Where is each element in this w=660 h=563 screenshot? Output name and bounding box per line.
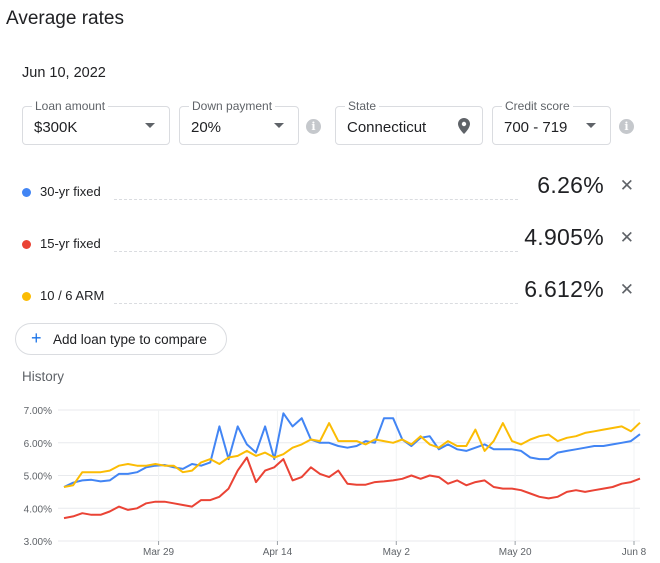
rate-label: 10 / 6 ARM (40, 288, 105, 303)
x-tick-label: Apr 14 (263, 547, 293, 558)
legend-dot-blue (22, 188, 31, 197)
loan-amount-dropdown[interactable]: Loan amount $300K (22, 99, 170, 145)
series-line-2 (63, 421, 641, 488)
y-tick-label: 6.00% (24, 439, 52, 450)
state-label: State (345, 99, 380, 113)
x-tick-label: Mar 29 (143, 547, 175, 558)
y-tick-label: 5.00% (24, 472, 52, 483)
down-payment-label: Down payment (189, 99, 276, 113)
close-icon[interactable]: ✕ (619, 228, 634, 247)
series-line-1 (63, 456, 641, 520)
x-tick-label: Jun 8 (622, 547, 647, 558)
x-tick-label: May 2 (383, 547, 411, 558)
credit-score-value: 700 - 719 (504, 119, 568, 136)
rate-label: 15-yr fixed (40, 236, 101, 251)
divider (114, 303, 518, 304)
state-value: Connecticut (347, 119, 427, 136)
location-pin-icon[interactable] (458, 118, 470, 139)
rate-value: 6.26% (537, 172, 604, 198)
y-tick-label: 7.00% (24, 406, 52, 417)
y-tick-label: 3.00% (24, 537, 52, 548)
y-tick-label: 4.00% (24, 504, 52, 515)
down-payment-value: 20% (191, 119, 222, 136)
credit-score-dropdown[interactable]: Credit score 700 - 719 (492, 99, 611, 145)
divider (114, 199, 518, 200)
history-heading: History (22, 369, 65, 384)
rate-label: 30-yr fixed (40, 184, 101, 199)
history-chart: 7.00% 6.00% 5.00% 4.00% 3.00% Mar 29 Apr 14 May… (24, 406, 647, 558)
loan-amount-label: Loan amount (32, 99, 109, 113)
divider (114, 251, 518, 252)
rate-value: 6.612% (524, 276, 604, 302)
legend-dot-red (22, 240, 31, 249)
add-loan-type-button[interactable]: + Add loan type to compare (15, 323, 227, 355)
down-payment-dropdown[interactable]: Down payment 20% (179, 99, 299, 145)
credit-score-label: Credit score (502, 99, 573, 113)
page-title: Average rates (6, 8, 124, 29)
credit-score-info-icon[interactable]: i (619, 119, 634, 134)
rate-row-30yr: 30-yr fixed 6.26% ✕ (22, 172, 642, 208)
chevron-down-icon (586, 123, 596, 128)
add-loan-type-label: Add loan type to compare (53, 332, 207, 347)
plus-icon: + (31, 328, 42, 348)
legend-dot-yellow (22, 292, 31, 301)
loan-amount-value: $300K (34, 119, 78, 136)
x-tick-label: May 20 (499, 547, 532, 558)
chevron-down-icon (274, 123, 284, 128)
chevron-down-icon (145, 123, 155, 128)
down-payment-info-icon[interactable]: i (306, 119, 321, 134)
close-icon[interactable]: ✕ (619, 280, 634, 299)
state-field[interactable]: State Connecticut (335, 99, 483, 145)
rate-date: Jun 10, 2022 (22, 65, 106, 81)
close-icon[interactable]: ✕ (619, 176, 634, 195)
rate-row-arm: 10 / 6 ARM 6.612% ✕ (22, 276, 642, 312)
rate-value: 4.905% (524, 224, 604, 250)
rate-row-15yr: 15-yr fixed 4.905% ✕ (22, 224, 642, 260)
